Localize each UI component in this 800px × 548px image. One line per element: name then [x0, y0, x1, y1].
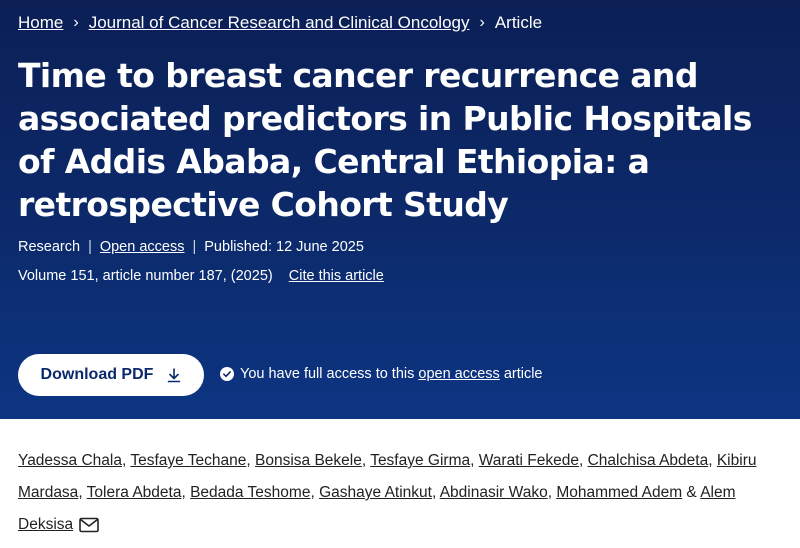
breadcrumb-journal-link[interactable]: Journal of Cancer Research and Clinical … — [88, 13, 470, 32]
author-link[interactable]: Abdinasir Wako — [439, 484, 548, 501]
cite-article-link[interactable]: Cite this article — [288, 268, 384, 284]
author-link[interactable]: Tolera Abdeta — [86, 484, 182, 501]
check-circle-icon — [220, 367, 234, 381]
article-header: Home › Journal of Cancer Research and Cl… — [0, 0, 800, 419]
author-link[interactable]: Tesfaye Girma — [370, 452, 471, 469]
author-last-separator: & — [682, 484, 701, 501]
article-meta: Research | Open access | Published: 12 J… — [18, 237, 364, 257]
author-link[interactable]: Kibiru Mardasa — [18, 452, 757, 501]
author-link[interactable]: Chalchisa Abdeta — [587, 452, 709, 469]
author-separator: , — [78, 484, 87, 501]
access-suffix: article — [503, 366, 543, 382]
download-pdf-button[interactable]: Download PDF — [18, 354, 204, 396]
author-link[interactable]: Alem Deksisa — [18, 484, 736, 533]
author-separator: , — [431, 484, 440, 501]
author-separator: , — [578, 452, 588, 469]
published-date: Published: 12 June 2025 — [204, 239, 364, 255]
chevron-right-icon: › — [73, 14, 79, 31]
author-separator: , — [470, 452, 479, 469]
author-separator: , — [547, 484, 557, 501]
open-access-link[interactable]: Open access — [99, 239, 185, 255]
author-separator: , — [246, 452, 255, 469]
author-link[interactable]: Yadessa Chala — [18, 452, 122, 469]
author-link[interactable]: Gashaye Atinkut — [319, 484, 432, 501]
chevron-right-icon: › — [479, 14, 485, 31]
breadcrumb-home-link[interactable]: Home — [18, 13, 64, 32]
author-link[interactable]: Bonsisa Bekele — [255, 452, 362, 469]
access-prefix: You have full access to this — [240, 366, 415, 382]
volume-info: Volume 151, article number 187, (2025) — [18, 268, 273, 284]
author-link[interactable]: Bedada Teshome — [190, 484, 311, 501]
breadcrumb: Home › Journal of Cancer Research and Cl… — [18, 12, 542, 34]
open-access-info-link[interactable]: open access — [418, 366, 500, 382]
access-notice: You have full access to this open access… — [220, 364, 543, 384]
author-separator: , — [310, 484, 320, 501]
author-separator: , — [708, 452, 717, 469]
author-link[interactable]: Mohammed Adem — [556, 484, 683, 501]
article-volume-line: Volume 151, article number 187, (2025) C… — [18, 266, 384, 286]
download-pdf-label: Download PDF — [40, 366, 154, 383]
article-type: Research — [18, 239, 81, 255]
author-link[interactable]: Tesfaye Techane — [130, 452, 247, 469]
author-separator: , — [361, 452, 371, 469]
breadcrumb-current: Article — [494, 13, 543, 32]
download-icon — [168, 367, 181, 382]
author-separator: , — [181, 484, 191, 501]
meta-divider: | — [192, 239, 197, 255]
meta-divider: | — [88, 239, 92, 255]
author-separator: , — [121, 452, 131, 469]
author-list: Yadessa Chala, Tesfaye Techane, Bonsisa … — [18, 445, 793, 541]
author-link[interactable]: Warati Fekede — [478, 452, 579, 469]
article-title: Time to breast cancer recurrence and ass… — [18, 56, 752, 224]
mail-icon[interactable] — [79, 517, 99, 533]
